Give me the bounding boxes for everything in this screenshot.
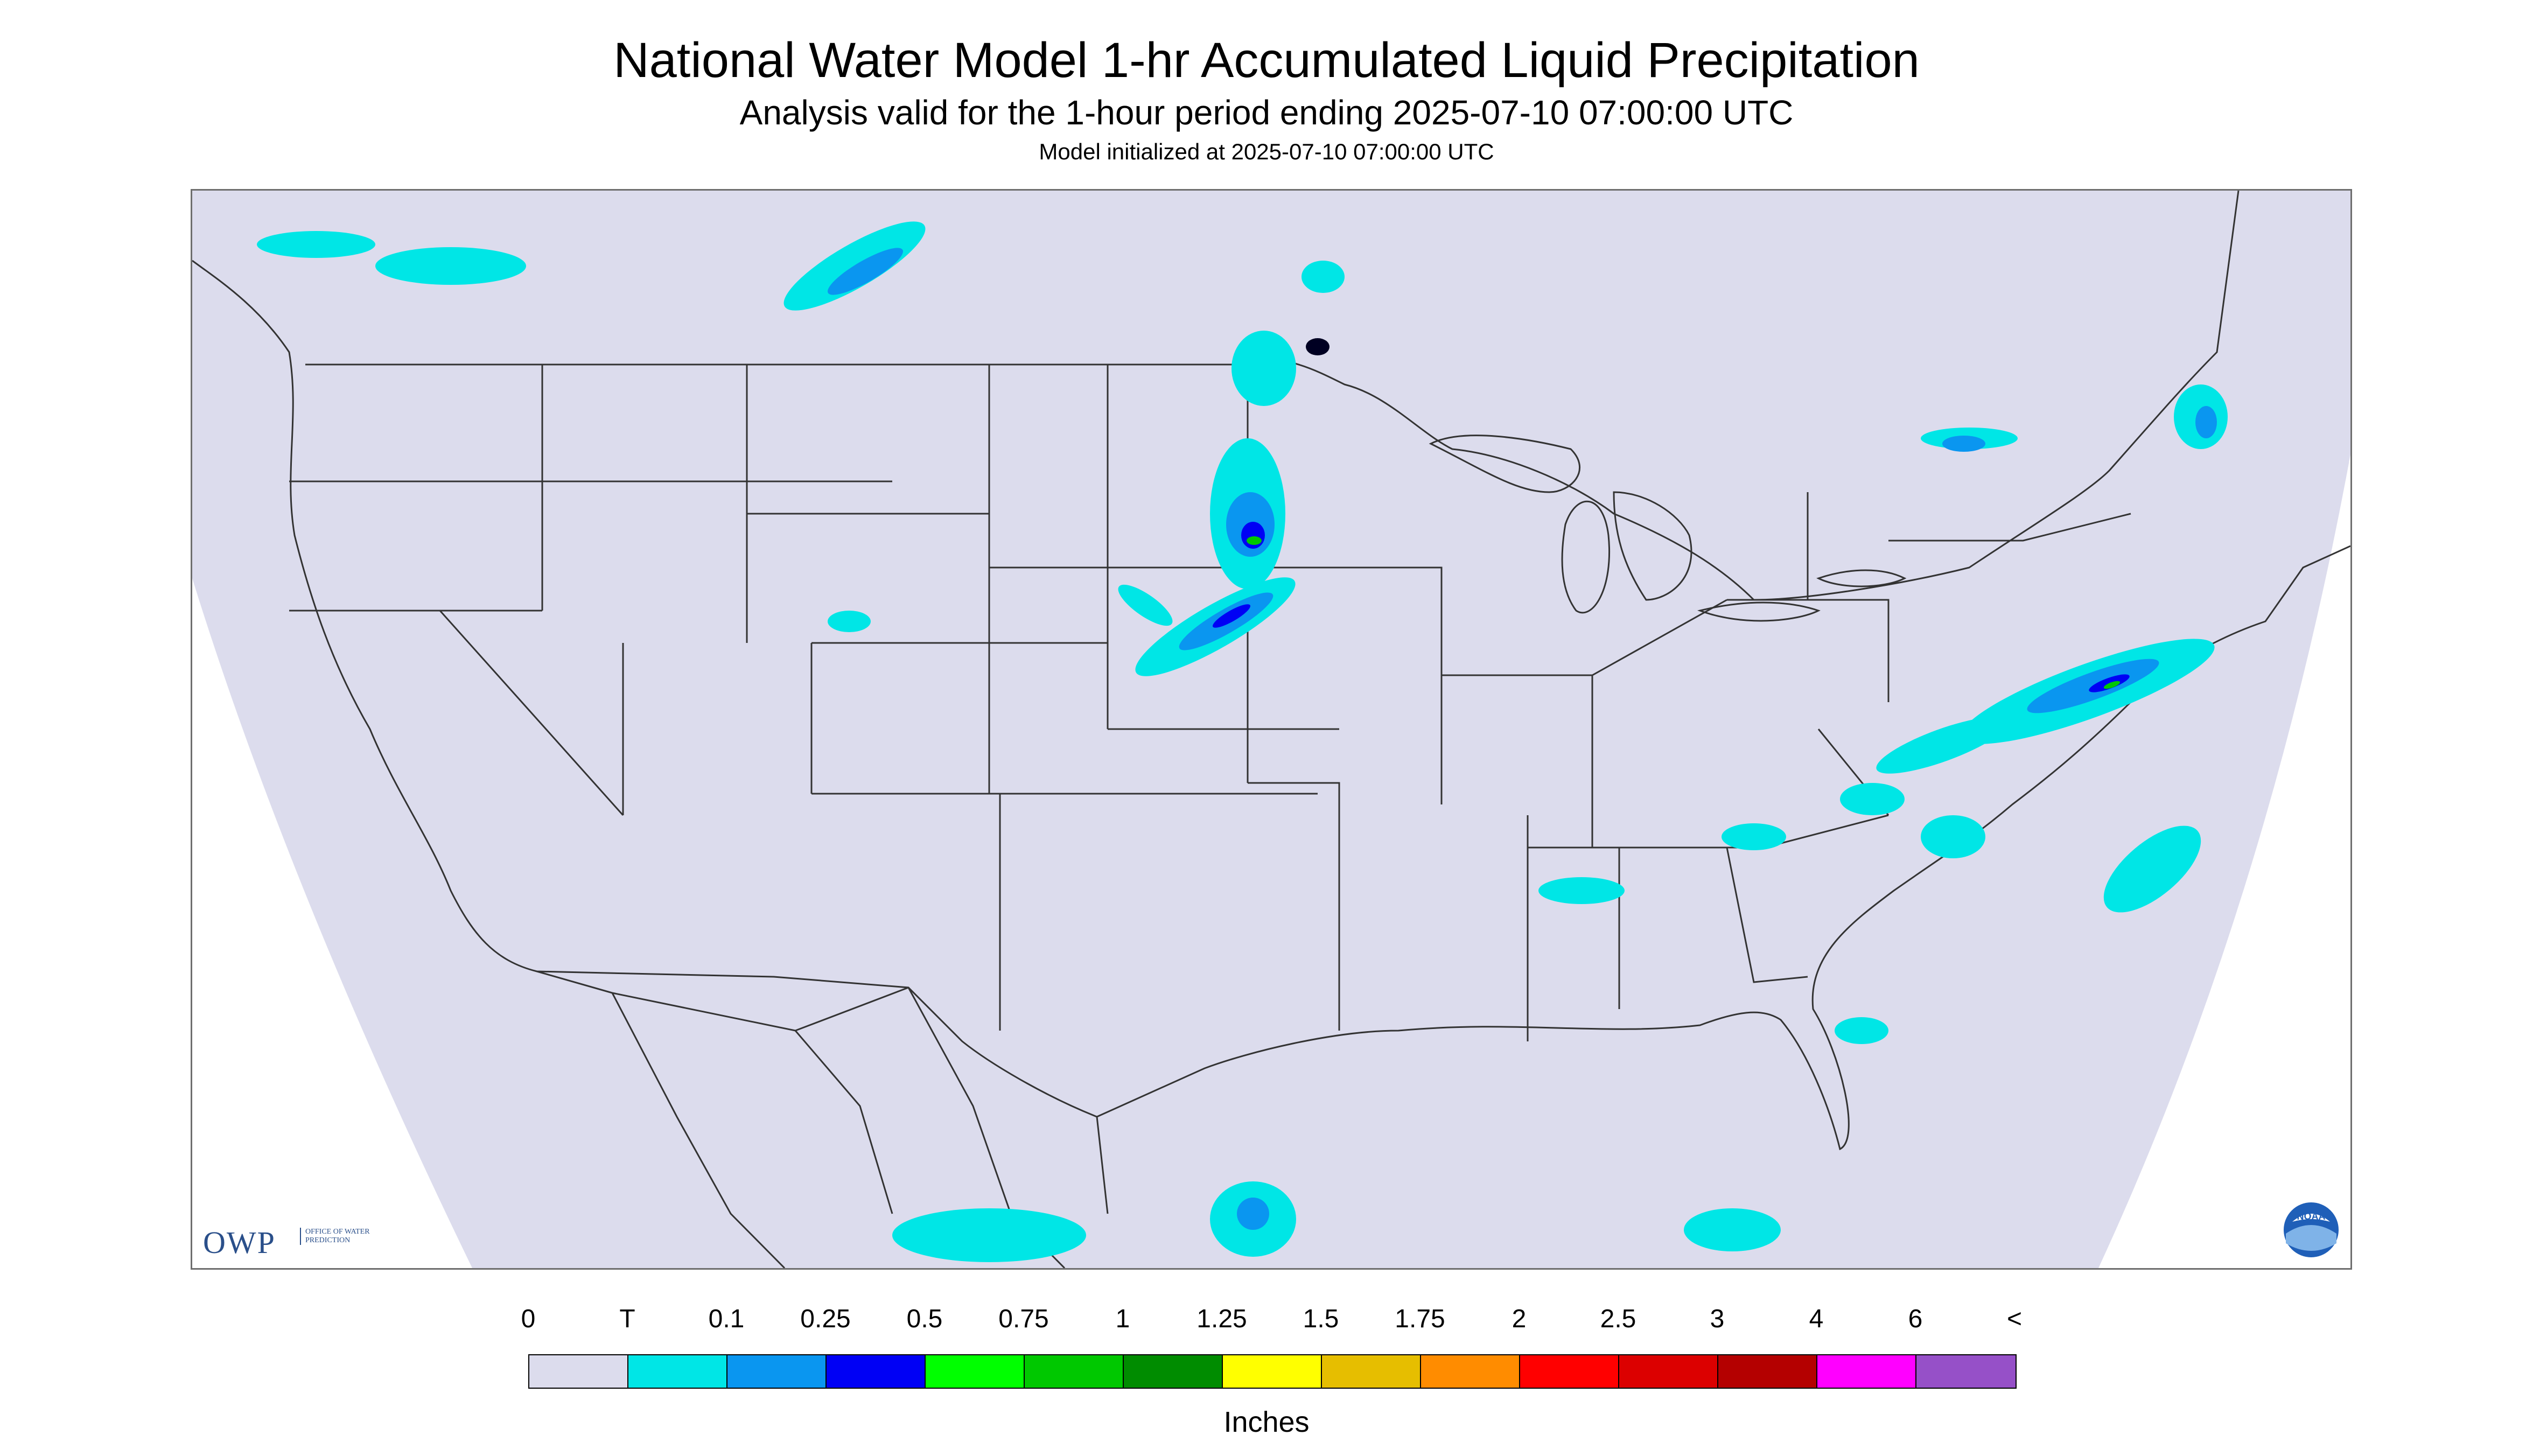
legend-tick-label: 1.25	[1196, 1305, 1247, 1333]
legend-swatch	[926, 1355, 1025, 1388]
legend-swatch	[1223, 1355, 1322, 1388]
legend-tick-label: 0.1	[708, 1305, 745, 1333]
canada-border	[305, 191, 2240, 601]
legend-swatch	[1520, 1355, 1619, 1388]
legend-swatch	[727, 1355, 827, 1388]
legend-tick-label: <	[2006, 1305, 2023, 1333]
owp-logo: OWP OFFICE OF WATER PREDICTION	[203, 1224, 375, 1262]
legend-swatch	[1619, 1355, 1718, 1388]
legend-tick-label: 1.5	[1303, 1305, 1339, 1333]
legend-tick-label: 0.25	[800, 1305, 851, 1333]
owp-logo-text: OWP	[203, 1225, 276, 1260]
legend-tick-label: 0	[521, 1305, 536, 1333]
legend-color-bar	[528, 1354, 2017, 1389]
map-canvas	[192, 191, 2350, 1268]
legend-tick-label: 1.75	[1395, 1305, 1445, 1333]
legend-swatch	[1817, 1355, 1916, 1388]
legend-tick-label: 2.5	[1600, 1305, 1636, 1333]
legend-swatch	[1421, 1355, 1520, 1388]
owp-logo-subtext: OFFICE OF WATER PREDICTION	[300, 1228, 375, 1245]
mexico-border	[536, 970, 909, 1032]
noaa-logo-text: NOAA	[2297, 1211, 2326, 1222]
legend-tick-label: 1	[1115, 1305, 1130, 1333]
init-time-line: Model initialized at 2025-07-10 07:00:00…	[1039, 139, 1494, 164]
legend-swatch	[628, 1355, 727, 1388]
mexico-lines	[611, 987, 1109, 1268]
legend-swatch	[1322, 1355, 1421, 1388]
legend-units-label: Inches	[1223, 1406, 1310, 1438]
map-subtitle: Analysis valid for the 1-hour period end…	[739, 93, 1794, 132]
legend-tick-label: 0.5	[906, 1305, 943, 1333]
legend-swatch	[1718, 1355, 1817, 1388]
noaa-logo-icon: NOAA	[2282, 1200, 2341, 1259]
legend-swatch	[1916, 1355, 2016, 1388]
legend-tick-label: 2	[1512, 1305, 1527, 1333]
legend-tick-label: 6	[1908, 1305, 1923, 1333]
great-lakes	[1429, 435, 1907, 622]
legend-swatch	[1025, 1355, 1124, 1388]
legend-swatch	[1124, 1355, 1223, 1388]
precipitation-map: OWP OFFICE OF WATER PREDICTION NOAA	[191, 189, 2352, 1270]
legend-tick-label: 3	[1710, 1305, 1725, 1333]
legend-swatch	[827, 1355, 926, 1388]
legend-tick-label: 4	[1809, 1305, 1824, 1333]
legend-swatch	[529, 1355, 628, 1388]
precip-green	[1247, 536, 2121, 689]
map-title: National Water Model 1-hr Accumulated Li…	[613, 33, 1920, 88]
legend-tick-label: T	[619, 1305, 635, 1333]
legend-tick-label: 0.75	[998, 1305, 1049, 1333]
